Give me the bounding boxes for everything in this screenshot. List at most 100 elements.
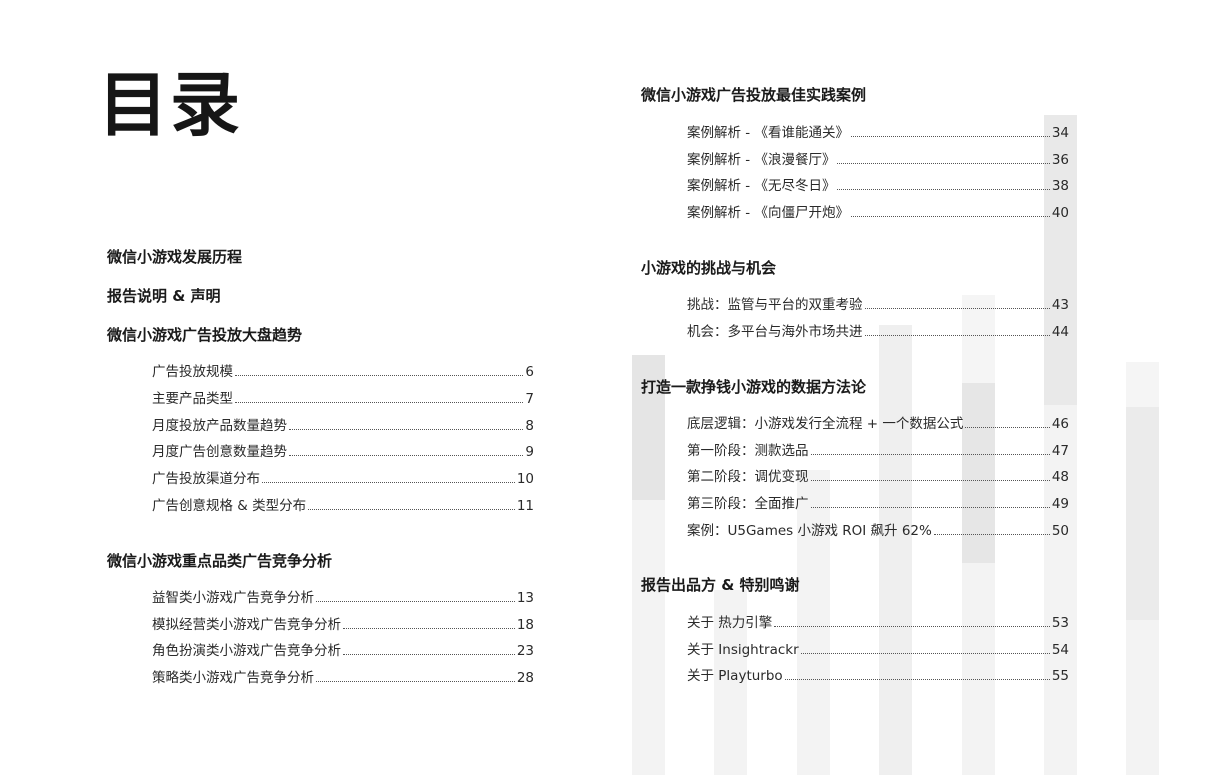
dot-leader — [850, 216, 1050, 217]
toc-entry-page: 11 — [516, 498, 534, 514]
dot-leader — [810, 507, 1050, 508]
toc-entry[interactable]: 益智类小游戏广告竞争分析 13 — [152, 588, 534, 606]
toc-entry-title: 案例解析 - 《向僵尸开炮》 — [687, 205, 849, 221]
toc-entry-title: 广告创意规格 & 类型分布 — [152, 498, 307, 514]
toc-entry-page: 8 — [525, 418, 534, 434]
toc-entry-title: 月度投放产品数量趋势 — [152, 418, 287, 434]
toc-section-heading[interactable]: 打造一款挣钱小游戏的数据方法论 — [641, 378, 867, 396]
toc-entry-page: 46 — [1051, 416, 1069, 432]
dot-leader — [810, 480, 1050, 481]
dot-leader — [864, 335, 1050, 336]
decor-bar — [714, 590, 747, 775]
decor-bar — [1126, 362, 1159, 407]
toc-entry[interactable]: 关于 Playturbo 55 — [687, 666, 1069, 684]
toc-entry[interactable]: 第一阶段：测款选品 47 — [687, 441, 1069, 459]
toc-entry-title: 策略类小游戏广告竞争分析 — [152, 670, 314, 686]
toc-section-heading[interactable]: 微信小游戏广告投放大盘趋势 — [107, 326, 303, 344]
toc-entry-page: 44 — [1051, 324, 1069, 340]
toc-entry-title: 模拟经营类小游戏广告竞争分析 — [152, 617, 341, 633]
toc-entry-page: 34 — [1051, 125, 1069, 141]
toc-entry[interactable]: 第三阶段：全面推广 49 — [687, 494, 1069, 512]
toc-entry-page: 7 — [525, 391, 534, 407]
toc-entry-page: 10 — [516, 471, 534, 487]
toc-section-heading[interactable]: 微信小游戏重点品类广告竞争分析 — [107, 552, 333, 570]
toc-entry-title: 机会：多平台与海外市场共进 — [687, 324, 863, 340]
toc-entry[interactable]: 月度投放产品数量趋势 8 — [152, 416, 534, 434]
decor-bar — [1126, 620, 1159, 775]
dot-leader — [289, 455, 524, 456]
toc-entry-page: 50 — [1051, 523, 1069, 539]
dot-leader — [810, 454, 1050, 455]
decor-bar — [632, 355, 665, 500]
toc-entry-title: 益智类小游戏广告竞争分析 — [152, 590, 314, 606]
toc-entry-page: 40 — [1051, 205, 1069, 221]
toc-entry-title: 第二阶段：调优变现 — [687, 469, 809, 485]
toc-entry[interactable]: 策略类小游戏广告竞争分析 28 — [152, 668, 534, 686]
dot-leader — [308, 509, 515, 510]
toc-entry[interactable]: 广告投放规模 6 — [152, 362, 534, 380]
dot-leader — [933, 534, 1050, 535]
toc-entry-title: 广告投放规模 — [152, 364, 233, 380]
dot-leader — [343, 628, 515, 629]
dot-leader — [850, 136, 1050, 137]
decor-bar — [632, 500, 665, 775]
toc-entry-page: 28 — [516, 670, 534, 686]
toc-entry[interactable]: 关于 Insightrackr 54 — [687, 640, 1069, 658]
toc-entry-title: 关于 Playturbo — [687, 668, 783, 684]
toc-entry-page: 6 — [525, 364, 534, 380]
toc-entry-page: 48 — [1051, 469, 1069, 485]
decor-bar — [797, 470, 830, 775]
toc-entry[interactable]: 月度广告创意数量趋势 9 — [152, 442, 534, 460]
toc-entry[interactable]: 广告创意规格 & 类型分布 11 — [152, 496, 534, 514]
toc-entry[interactable]: 案例解析 - 《看谁能通关》 34 — [687, 123, 1069, 141]
toc-entry-title: 关于 Insightrackr — [687, 642, 799, 658]
toc-entry[interactable]: 广告投放渠道分布 10 — [152, 469, 534, 487]
decor-bar — [962, 295, 995, 383]
toc-entry[interactable]: 第二阶段：调优变现 48 — [687, 467, 1069, 485]
decor-bar — [962, 563, 995, 775]
toc-entry-page: 13 — [516, 590, 534, 606]
toc-entry[interactable]: 模拟经营类小游戏广告竞争分析 18 — [152, 615, 534, 633]
dot-leader — [262, 482, 515, 483]
toc-section-heading[interactable]: 报告出品方 & 特别鸣谢 — [641, 576, 800, 594]
toc-entry-page: 43 — [1051, 297, 1069, 313]
dot-leader — [316, 681, 515, 682]
toc-entry[interactable]: 角色扮演类小游戏广告竞争分析 23 — [152, 641, 534, 659]
toc-entry-page: 23 — [516, 643, 534, 659]
toc-entry[interactable]: 机会：多平台与海外市场共进 44 — [687, 322, 1069, 340]
dot-leader — [837, 163, 1050, 164]
toc-entry-title: 案例解析 - 《浪漫餐厅》 — [687, 152, 836, 168]
toc-entry[interactable]: 案例解析 - 《向僵尸开炮》 40 — [687, 203, 1069, 221]
toc-entry-page: 9 — [525, 444, 534, 460]
toc-entry-page: 47 — [1051, 443, 1069, 459]
toc-entry[interactable]: 案例解析 - 《无尽冬日》 38 — [687, 176, 1069, 194]
toc-section-heading[interactable]: 微信小游戏发展历程 — [107, 248, 243, 266]
toc-entry-page: 53 — [1051, 615, 1069, 631]
toc-entry-title: 底层逻辑：小游戏发行全流程 + 一个数据公式 — [687, 416, 964, 432]
toc-entry-title: 案例解析 - 《看谁能通关》 — [687, 125, 849, 141]
dot-leader — [316, 601, 515, 602]
dot-leader — [235, 402, 524, 403]
toc-entry-title: 第一阶段：测款选品 — [687, 443, 809, 459]
toc-entry-page: 36 — [1051, 152, 1069, 168]
toc-entry[interactable]: 挑战：监管与平台的双重考验 43 — [687, 295, 1069, 313]
toc-section-heading[interactable]: 报告说明 & 声明 — [107, 287, 221, 305]
decor-bar — [1126, 407, 1159, 620]
toc-entry-title: 案例：U5Games 小游戏 ROI 飙升 62% — [687, 523, 932, 539]
toc-section-heading[interactable]: 微信小游戏广告投放最佳实践案例 — [641, 86, 867, 104]
toc-entry-page: 18 — [516, 617, 534, 633]
toc-entry-title: 第三阶段：全面推广 — [687, 496, 809, 512]
decor-bar — [879, 325, 912, 775]
toc-entry[interactable]: 主要产品类型 7 — [152, 389, 534, 407]
toc-entry[interactable]: 案例：U5Games 小游戏 ROI 飙升 62% 50 — [687, 521, 1069, 539]
toc-entry-title: 关于 热力引擎 — [687, 615, 773, 631]
dot-leader — [343, 654, 515, 655]
toc-section-heading[interactable]: 小游戏的挑战与机会 — [641, 259, 777, 277]
toc-entry[interactable]: 底层逻辑：小游戏发行全流程 + 一个数据公式 46 — [687, 414, 1069, 432]
toc-entry-title: 挑战：监管与平台的双重考验 — [687, 297, 863, 313]
toc-entry[interactable]: 关于 热力引擎 53 — [687, 613, 1069, 631]
toc-entry[interactable]: 案例解析 - 《浪漫餐厅》 36 — [687, 150, 1069, 168]
dot-leader — [289, 429, 524, 430]
dot-leader — [965, 427, 1050, 428]
